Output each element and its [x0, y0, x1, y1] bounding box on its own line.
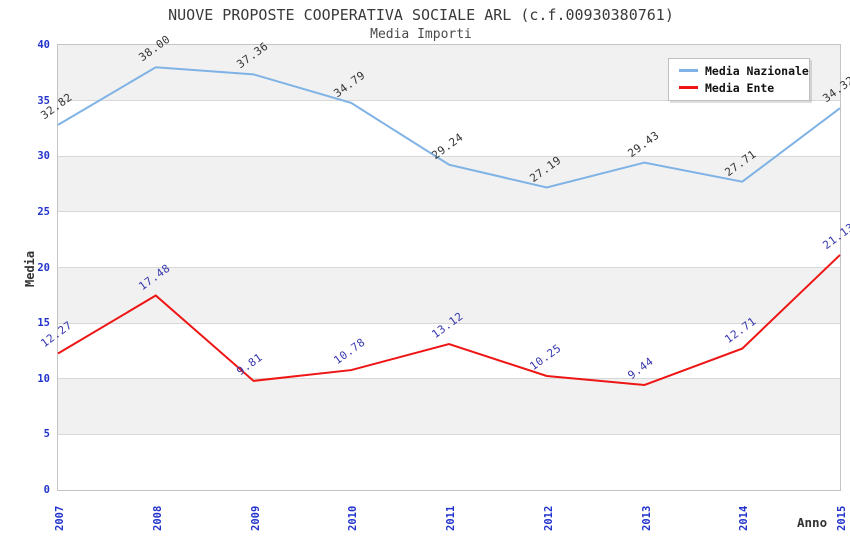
x-tick-label: 2015: [836, 505, 848, 531]
x-tick-label: 2012: [542, 505, 555, 531]
y-tick-label: 40: [37, 39, 50, 51]
legend-label: Media Ente: [705, 80, 775, 95]
gridline: [58, 155, 840, 157]
legend: Media Nazionale Media Ente: [668, 58, 810, 101]
gridline: [58, 322, 840, 324]
x-tick-label: 2007: [54, 505, 66, 531]
y-tick-label: 20: [37, 261, 50, 274]
legend-label: Media Nazionale: [705, 63, 809, 78]
chart-title: NUOVE PROPOSTE COOPERATIVA SOCIALE ARL (…: [168, 6, 674, 24]
y-tick-label: 0: [43, 484, 50, 496]
gridline: [58, 267, 840, 268]
legend-item-media-nazionale: Media Nazionale: [679, 62, 809, 79]
legend-item-media-ente: Media Ente: [679, 79, 801, 96]
y-tick-label: 35: [37, 94, 50, 107]
chart-subtitle: Media Importi: [370, 27, 472, 42]
legend-swatch: [679, 69, 698, 72]
legend-swatch: [679, 86, 698, 89]
gridline: [58, 211, 840, 213]
x-tick-label: 2013: [640, 505, 653, 531]
x-tick-label: 2008: [151, 505, 164, 531]
y-tick-label: 30: [37, 150, 50, 163]
gridline: [58, 100, 840, 102]
gridline: [58, 433, 840, 435]
series-lines: [57, 66, 841, 386]
x-tick-label: 2010: [347, 505, 360, 531]
series-line-media-ente: [57, 254, 841, 386]
plot-area: [57, 44, 841, 491]
y-tick-label: 10: [37, 372, 50, 385]
y-tick-label: 25: [37, 205, 50, 218]
x-tick-label: 2011: [445, 505, 457, 531]
y-tick-label: 5: [43, 428, 50, 441]
x-axis-title: Anno: [797, 515, 828, 530]
y-tick-label: 15: [37, 317, 50, 330]
x-tick-label: 2009: [249, 505, 262, 531]
x-tick-label: 2014: [738, 505, 751, 531]
series-line-media-nazionale: [57, 66, 841, 189]
gridline: [58, 378, 840, 380]
